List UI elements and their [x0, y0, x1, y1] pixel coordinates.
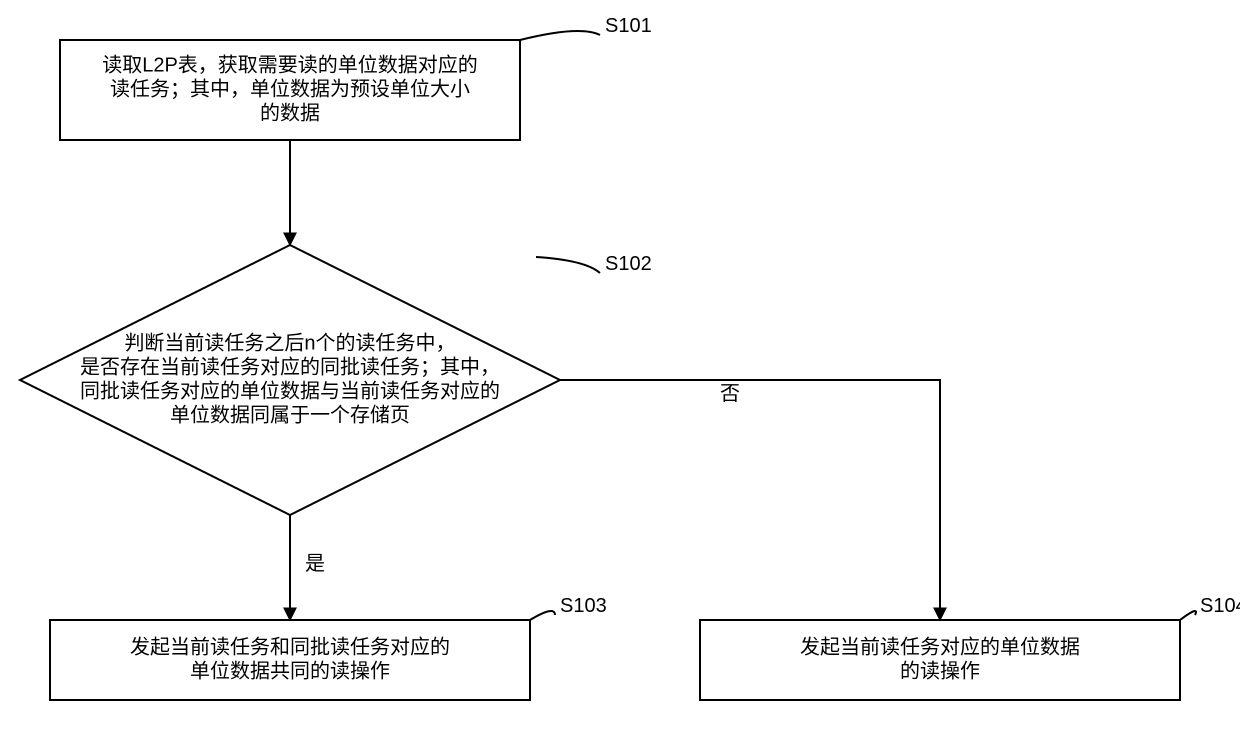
label-s104: S104	[1200, 595, 1240, 617]
branch-yes-label: 是	[305, 553, 325, 575]
connector-s101	[520, 31, 600, 40]
connector-s104	[1180, 611, 1196, 620]
decision-s102-text-line-2: 同批读任务对应的单位数据与当前读任务对应的	[80, 379, 500, 402]
connector-s103	[530, 611, 555, 620]
step-s103-text-line-0: 发起当前读任务和同批读任务对应的	[130, 635, 450, 658]
step-s104-text-line-1: 的读操作	[900, 659, 980, 682]
label-s101: S101	[605, 15, 652, 37]
decision-s102-text-line-3: 单位数据同属于一个存储页	[170, 403, 410, 426]
connector-s102	[536, 257, 600, 273]
step-s101-text-line-0: 读取L2P表，获取需要读的单位数据对应的	[102, 53, 478, 76]
label-s102: S102	[605, 253, 652, 275]
step-s101-text-line-1: 读任务；其中，单位数据为预设单位大小	[110, 77, 470, 100]
label-s103: S103	[560, 595, 607, 617]
step-s104-text-line-0: 发起当前读任务对应的单位数据	[800, 635, 1080, 658]
arrow-s102-no-to-s104	[560, 380, 940, 620]
decision-s102-text-line-0: 判断当前读任务之后n个的读任务中，	[124, 331, 455, 354]
step-s101-text-line-2: 的数据	[260, 101, 320, 124]
branch-no-label: 否	[720, 383, 740, 405]
decision-s102-text-line-1: 是否存在当前读任务对应的同批读任务；其中，	[80, 355, 500, 378]
step-s103-text-line-1: 单位数据共同的读操作	[190, 659, 390, 682]
